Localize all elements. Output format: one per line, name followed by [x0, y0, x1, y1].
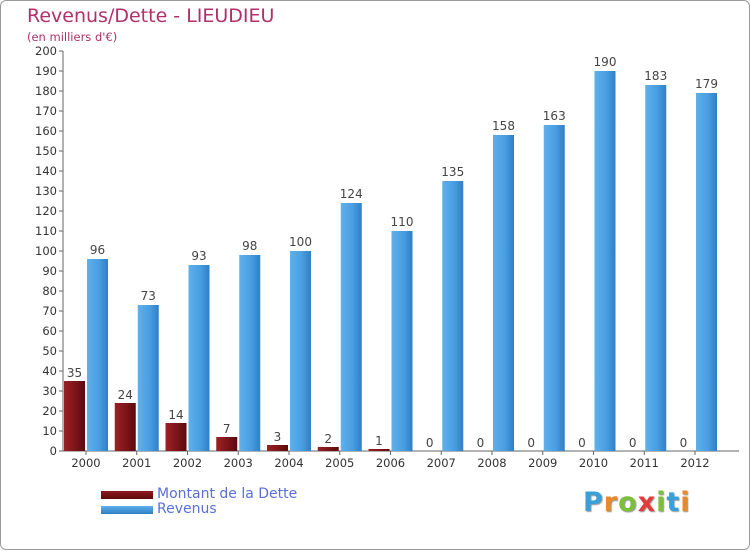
chart-title: Revenus/Dette - LIEUDIEU: [27, 5, 275, 27]
data-label-revenue: 96: [90, 243, 105, 257]
chart-subtitle: (en milliers d'€): [27, 30, 118, 44]
legend-label-revenue: Revenus: [157, 501, 217, 517]
bar-debt: [64, 381, 85, 451]
y-tick-label: 170: [35, 104, 57, 118]
x-tick-label: 2000: [71, 456, 100, 470]
data-label-debt: 2: [324, 432, 332, 446]
bar-debt: [368, 449, 390, 451]
x-tick-label: 2009: [528, 456, 557, 470]
data-label-revenue: 100: [289, 235, 312, 249]
x-tick-label: 2006: [376, 456, 405, 470]
data-label-debt: 0: [477, 436, 485, 450]
data-label-revenue: 158: [492, 119, 515, 133]
y-tick-label: 140: [35, 164, 57, 178]
data-label-revenue: 93: [191, 249, 206, 263]
data-label-debt: 0: [426, 436, 434, 450]
data-label-revenue: 124: [340, 187, 363, 201]
proxiti-logo: Proxiti: [583, 487, 691, 518]
y-tick-label: 60: [42, 324, 57, 338]
bar-revenue: [442, 181, 464, 451]
y-tick-label: 200: [35, 44, 57, 58]
x-tick-label: 2003: [224, 456, 253, 470]
y-tick-label: 130: [35, 184, 57, 198]
y-tick-label: 40: [42, 364, 57, 378]
logo-letter: i: [680, 487, 691, 518]
logo-letter: P: [583, 487, 604, 518]
y-tick-label: 20: [42, 404, 57, 418]
logo-letter: x: [637, 487, 657, 518]
data-label-debt: 1: [375, 434, 383, 448]
bar-revenue: [290, 251, 311, 451]
x-tick-label: 2007: [427, 456, 456, 470]
legend-swatch-revenue: [101, 506, 153, 514]
data-label-debt: 7: [223, 422, 231, 436]
x-tick-label: 2005: [325, 456, 354, 470]
y-tick-label: 160: [35, 124, 57, 138]
x-tick-label: 2008: [477, 456, 506, 470]
y-tick-label: 190: [35, 64, 57, 78]
data-label-debt: 0: [578, 436, 586, 450]
bar-revenue: [87, 259, 108, 451]
legend-swatch-debt: [101, 491, 153, 499]
data-label-revenue: 110: [391, 215, 414, 229]
x-tick-label: 2001: [122, 456, 151, 470]
bar-debt: [317, 447, 339, 451]
y-tick-label: 0: [50, 444, 57, 458]
x-tick-label: 2004: [274, 456, 303, 470]
logo-letter: i: [656, 487, 667, 518]
y-tick-label: 80: [42, 284, 57, 298]
bar-revenue: [188, 265, 210, 451]
bar-debt: [114, 403, 136, 451]
y-tick-label: 120: [35, 204, 57, 218]
data-label-debt: 3: [274, 430, 282, 444]
bar-debt: [216, 437, 238, 451]
bar-debt: [165, 423, 187, 451]
data-label-debt: 14: [168, 408, 183, 422]
data-label-revenue: 179: [695, 77, 718, 91]
bar-debt: [267, 445, 288, 451]
logo-letter: t: [666, 487, 681, 518]
y-tick-label: 30: [42, 384, 57, 398]
data-label-debt: 35: [67, 366, 82, 380]
y-tick-label: 90: [42, 264, 57, 278]
bar-revenue: [239, 255, 261, 451]
data-label-debt: 0: [629, 436, 637, 450]
logo-letter: o: [618, 487, 638, 518]
y-tick-label: 10: [42, 424, 57, 438]
data-label-revenue: 135: [441, 165, 464, 179]
data-label-revenue: 73: [141, 289, 156, 303]
y-tick-label: 110: [35, 224, 57, 238]
x-tick-label: 2010: [579, 456, 608, 470]
x-tick-label: 2002: [173, 456, 202, 470]
bar-revenue: [594, 71, 616, 451]
bar-revenue: [543, 125, 565, 451]
data-label-debt: 24: [118, 388, 133, 402]
y-tick-label: 70: [42, 304, 57, 318]
data-label-debt: 0: [527, 436, 535, 450]
bar-revenue: [645, 85, 667, 451]
data-label-revenue: 163: [543, 109, 566, 123]
logo-letter: r: [603, 487, 619, 518]
legend-label-debt: Montant de la Dette: [157, 486, 298, 502]
data-label-revenue: 183: [644, 69, 667, 83]
bar-revenue: [493, 135, 514, 451]
x-tick-label: 2011: [630, 456, 659, 470]
y-tick-label: 180: [35, 84, 57, 98]
data-label-debt: 0: [680, 436, 688, 450]
bar-revenue: [137, 305, 159, 451]
y-tick-label: 100: [35, 244, 57, 258]
y-tick-label: 50: [42, 344, 57, 358]
data-label-revenue: 98: [242, 239, 257, 253]
bar-revenue: [696, 93, 717, 451]
bar-revenue: [391, 231, 413, 451]
x-tick-label: 2012: [680, 456, 709, 470]
data-label-revenue: 190: [594, 55, 617, 69]
y-tick-label: 150: [35, 144, 57, 158]
bar-revenue: [340, 203, 362, 451]
